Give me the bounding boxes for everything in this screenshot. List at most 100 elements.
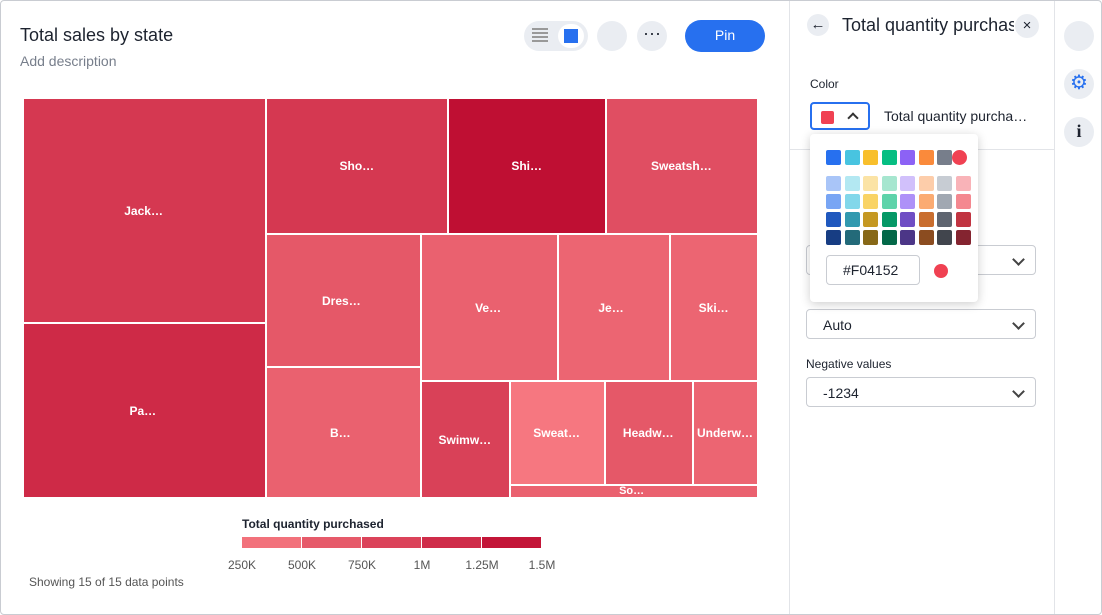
legend-tick-label: 750K — [347, 558, 377, 572]
color-picker[interactable] — [810, 102, 870, 130]
color-swatch[interactable] — [844, 150, 860, 165]
color-swatch[interactable] — [826, 212, 841, 227]
color-swatch[interactable] — [844, 212, 860, 227]
negative-label: Negative values — [806, 357, 892, 371]
color-swatch[interactable] — [900, 150, 915, 165]
color-swatch[interactable] — [881, 194, 897, 209]
color-swatch[interactable] — [881, 212, 897, 227]
footer: Showing 15 of 15 data points — [29, 575, 184, 589]
back-button[interactable]: ← — [807, 14, 829, 36]
color-swatch[interactable] — [952, 150, 967, 165]
color-swatch[interactable] — [863, 150, 878, 165]
cell-label: Jackets — [124, 203, 165, 218]
chart-icon[interactable] — [1064, 21, 1094, 51]
color-swatch[interactable] — [918, 176, 934, 191]
treemap-cell[interactable]: Pants — [23, 323, 266, 498]
color-swatch[interactable] — [844, 176, 860, 191]
color-swatch[interactable] — [844, 194, 860, 209]
dropdown-value: Auto — [823, 317, 852, 333]
color-swatch[interactable] — [881, 176, 897, 191]
legend-tick — [542, 537, 543, 548]
cell-label: Underwear — [696, 426, 755, 440]
legend-tick-label: 1.25M — [465, 558, 499, 572]
treemap-icon[interactable] — [558, 24, 584, 48]
treemap-cell[interactable]: Jeans — [558, 234, 670, 381]
color-swatch[interactable] — [955, 230, 971, 245]
legend-tick-label: 500K — [287, 558, 317, 572]
color-swatch[interactable] — [881, 230, 897, 245]
treemap-cell[interactable]: Socks — [510, 485, 758, 498]
color-swatch[interactable] — [826, 194, 841, 209]
treemap-cell[interactable]: Shirts — [448, 98, 606, 234]
cell-label: Dresses — [322, 293, 365, 308]
cell-label: Bags — [330, 425, 357, 440]
color-swatch[interactable] — [937, 176, 952, 191]
color-swatch[interactable] — [955, 176, 971, 191]
dropdown-value: -1234 — [823, 385, 859, 401]
legend: 250K 500K 750K 1M 1.25M 1.5M — [222, 537, 562, 577]
view-toggle[interactable] — [524, 21, 588, 51]
pin-button[interactable]: Pin — [685, 20, 765, 52]
color-swatch[interactable] — [900, 212, 915, 227]
treemap: Jackets Pants Shorts Shirts Sweatshirts Dress… — [23, 98, 758, 498]
color-swatch[interactable] — [937, 230, 952, 245]
color-swatch[interactable] — [863, 176, 878, 191]
color-swatch[interactable] — [881, 150, 897, 165]
color-swatch[interactable] — [937, 212, 952, 227]
title: Total sales by state — [20, 25, 174, 45]
cell-label: Sweaters — [533, 426, 582, 440]
color-swatch[interactable] — [955, 212, 971, 227]
color-swatch[interactable] — [826, 230, 841, 245]
legend-tick — [302, 537, 303, 548]
color-swatch[interactable] — [937, 194, 952, 209]
more-button[interactable]: ··· — [637, 21, 667, 51]
treemap-cell[interactable]: Skirts — [670, 234, 758, 381]
hex-input[interactable]: #F04152 — [826, 255, 920, 285]
color-swatch[interactable] — [863, 230, 878, 245]
treemap-cell[interactable]: Underwear — [693, 381, 758, 485]
color-field: Total quantity purchased — [884, 108, 1034, 124]
dropdown[interactable]: -1234 — [806, 377, 1036, 407]
color-swatch[interactable] — [863, 194, 878, 209]
color-swatch[interactable] — [900, 194, 915, 209]
color-swatch[interactable] — [900, 230, 915, 245]
color-swatch[interactable] — [955, 194, 971, 209]
legend-tick — [422, 537, 423, 548]
legend-tick — [482, 537, 483, 548]
color-swatch[interactable] — [863, 212, 878, 227]
color-swatch[interactable] — [844, 230, 860, 245]
treemap-cell[interactable]: Vests — [421, 234, 558, 381]
treemap-cell[interactable]: Sweaters — [510, 381, 605, 485]
description[interactable]: Add description — [20, 53, 117, 69]
settings-icon[interactable]: ⚙ — [1064, 69, 1094, 99]
cell-label: Socks — [619, 486, 649, 497]
color-swatch[interactable] — [918, 212, 934, 227]
legend-swatch — [482, 537, 541, 548]
treemap-cell[interactable]: Jackets — [23, 98, 266, 323]
table-icon[interactable] — [532, 28, 548, 44]
info-icon[interactable]: i — [1064, 117, 1094, 147]
color-label: Color — [810, 77, 839, 91]
color-swatch[interactable] — [900, 176, 915, 191]
treemap-cell[interactable]: Shorts — [266, 98, 448, 234]
treemap-cell[interactable]: Bags — [266, 367, 421, 498]
share-button[interactable] — [597, 21, 627, 51]
color-swatch[interactable] — [826, 176, 841, 191]
cell-label: Swimwear — [438, 432, 493, 447]
treemap-cell[interactable]: Headwear — [605, 381, 693, 485]
cell-label: Headwear — [622, 426, 676, 440]
treemap-cell[interactable]: Swimwear — [421, 381, 510, 498]
color-swatch[interactable] — [918, 150, 934, 165]
color-swatch[interactable] — [826, 150, 841, 165]
legend-swatch — [242, 537, 301, 548]
dropdown[interactable]: Auto — [806, 309, 1036, 339]
treemap-cell[interactable]: Dresses — [266, 234, 421, 367]
close-button[interactable]: × — [1015, 14, 1039, 38]
treemap-cell[interactable]: Sweatshirts — [606, 98, 758, 234]
cell-label: Shirts — [511, 159, 543, 173]
color-swatch[interactable] — [918, 194, 934, 209]
color-swatch[interactable] — [937, 150, 952, 165]
color-swatch[interactable] — [918, 230, 934, 245]
cell-label: Sweatshirts — [651, 159, 713, 173]
